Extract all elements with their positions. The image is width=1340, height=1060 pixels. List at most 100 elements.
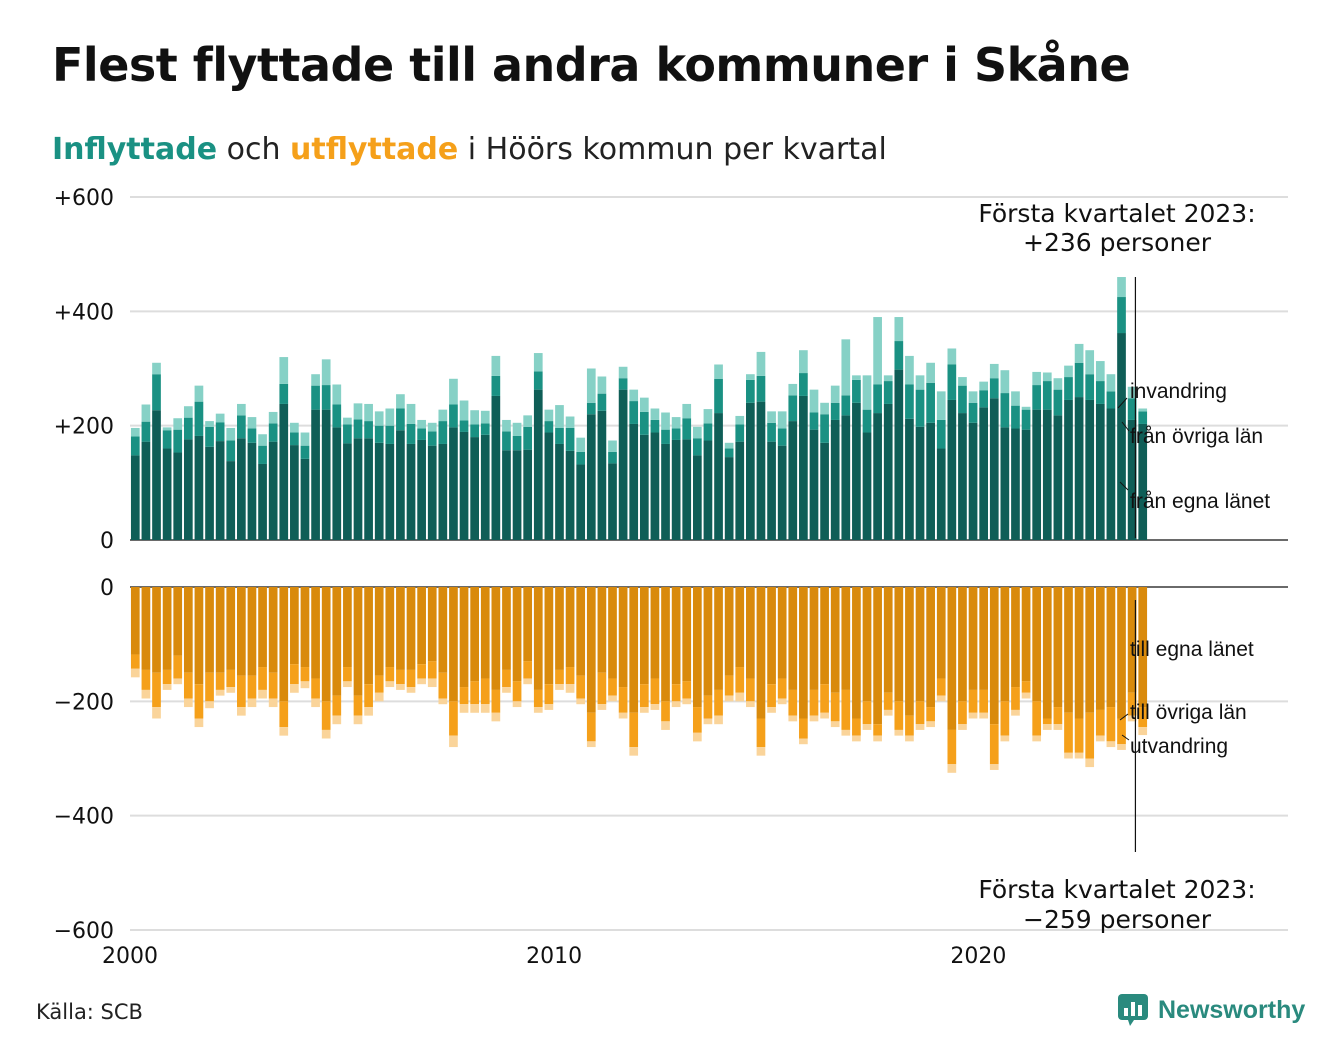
in-bar (247, 442, 257, 540)
out-bar (650, 704, 660, 710)
out-bar (989, 724, 999, 765)
in-bar (512, 435, 522, 451)
in-bar (841, 415, 851, 540)
in-bar (417, 428, 426, 440)
out-bar (1117, 744, 1126, 750)
out-bar (555, 684, 564, 690)
out-bar (491, 712, 501, 722)
out-bar (1011, 687, 1020, 710)
in-bar (311, 385, 320, 410)
out-bar (502, 587, 511, 670)
in-bar (629, 389, 639, 402)
out-bar (173, 678, 183, 685)
in-bar (1021, 429, 1031, 540)
out-bar (1106, 741, 1116, 748)
out-bar (247, 587, 257, 676)
in-bar (852, 379, 861, 403)
out-bar (417, 587, 426, 665)
in-bar (608, 463, 617, 540)
out-bar (533, 689, 543, 708)
out-bar (830, 721, 840, 728)
out-bar (1138, 587, 1148, 708)
out-bar (979, 712, 989, 719)
out-bar (215, 689, 225, 696)
out-bar (311, 587, 320, 679)
out-bar (194, 684, 204, 719)
out-bar (809, 715, 819, 722)
out-bar (353, 715, 363, 725)
in-bar (321, 409, 331, 540)
in-bar (714, 413, 723, 540)
in-bar (1085, 350, 1095, 375)
in-bar (449, 378, 458, 405)
out-bar (714, 715, 723, 725)
in-bar (735, 441, 745, 540)
in-bar (576, 464, 586, 540)
out-bar (905, 715, 914, 736)
in-bar (502, 450, 511, 540)
in-bar (162, 448, 172, 540)
in-bar (1138, 408, 1148, 412)
in-bar (1127, 386, 1137, 399)
in-bar (894, 317, 904, 342)
in-bar (661, 412, 670, 430)
in-bar (480, 434, 490, 540)
in-bar (343, 443, 352, 540)
in-bar (777, 445, 787, 540)
out-bar (438, 672, 448, 699)
out-bar (714, 587, 723, 690)
out-bar (936, 678, 946, 696)
out-bar (290, 664, 299, 685)
out-bar (162, 684, 172, 690)
in-bar (268, 411, 278, 424)
bottom-y-tick-label: −200 (54, 690, 114, 715)
out-bar (873, 735, 882, 742)
out-bar (979, 689, 989, 713)
in-bar (905, 355, 914, 385)
out-bar (152, 672, 161, 708)
out-bar (735, 667, 745, 693)
in-bar (1127, 398, 1137, 420)
in-bar (618, 389, 628, 540)
in-bar (852, 402, 861, 540)
out-bar (173, 655, 183, 679)
out-bar (692, 707, 702, 733)
in-bar (470, 437, 479, 540)
out-bar (608, 678, 617, 696)
out-bar (1032, 587, 1042, 702)
out-bar (449, 701, 458, 736)
out-bar (237, 707, 246, 716)
out-bar (639, 707, 649, 713)
in-bar (830, 419, 840, 540)
out-bar (894, 701, 904, 730)
in-bar (777, 428, 787, 446)
in-bar (830, 385, 840, 403)
out-bar (459, 587, 469, 688)
in-bar (491, 375, 501, 396)
in-bar (1074, 397, 1084, 540)
out-bar (523, 678, 533, 685)
in-bar (247, 428, 257, 443)
in-bar (1117, 277, 1126, 298)
in-bar (979, 390, 989, 408)
out-bar (915, 587, 925, 702)
in-bar (205, 446, 214, 540)
in-bar (1064, 399, 1073, 540)
out-bar (290, 587, 299, 665)
out-bar (1064, 752, 1073, 759)
out-bar (470, 587, 479, 682)
in-bar (565, 416, 575, 428)
in-bar (152, 374, 161, 411)
in-bar (767, 422, 776, 442)
out-bar (555, 669, 564, 685)
out-bar (374, 587, 384, 676)
in-bar (936, 448, 946, 540)
in-bar (533, 389, 543, 540)
out-bar (364, 707, 373, 716)
in-bar (396, 394, 405, 409)
in-bar (544, 409, 554, 422)
in-bar (427, 422, 437, 432)
out-bar (979, 587, 989, 690)
in-bar (682, 403, 692, 419)
subtitle-utflyttade: utflyttade (290, 132, 459, 167)
